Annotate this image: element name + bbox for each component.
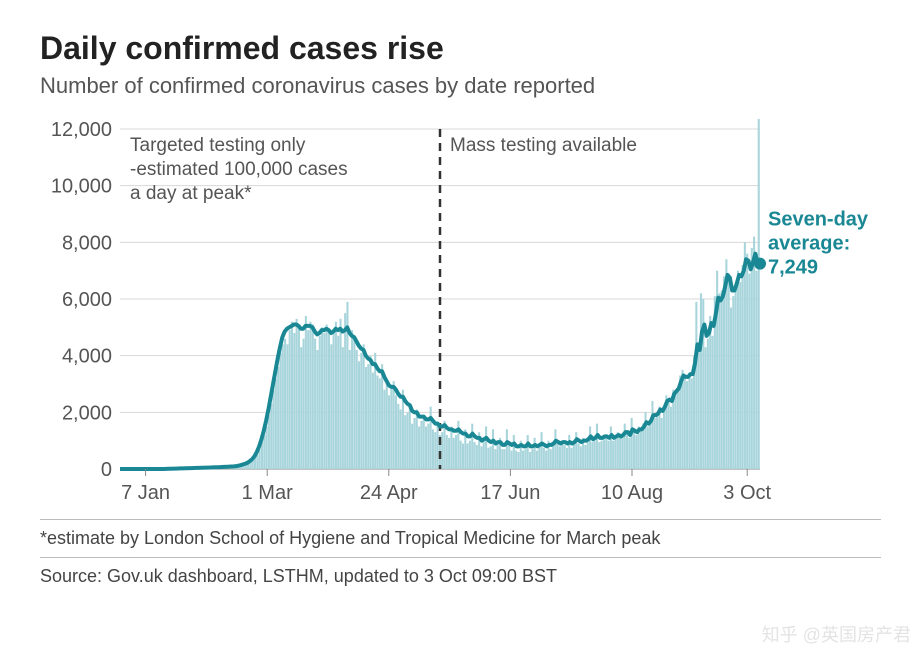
svg-text:Seven-day: Seven-day <box>768 209 869 231</box>
chart-title: Daily confirmed cases rise <box>40 30 881 67</box>
svg-text:-estimated 100,000 cases: -estimated 100,000 cases <box>130 159 348 180</box>
svg-text:average:: average: <box>768 233 850 255</box>
chart-svg: 0 2,000 4,000 6,000 8,000 10,000 12,000 7 Jan 1 … <box>40 119 870 519</box>
svg-text:Mass testing available: Mass testing available <box>450 135 637 156</box>
svg-text:6,000: 6,000 <box>62 289 112 311</box>
svg-text:Targeted testing only: Targeted testing only <box>130 135 306 156</box>
svg-text:1 Mar: 1 Mar <box>242 482 293 504</box>
svg-text:2,000: 2,000 <box>62 402 112 424</box>
watermark: 知乎 @英国房产君 <box>762 621 911 647</box>
svg-text:12,000: 12,000 <box>51 119 112 141</box>
svg-text:10 Aug: 10 Aug <box>601 482 663 504</box>
footnote: *estimate by London School of Hygiene an… <box>40 519 881 557</box>
svg-text:4,000: 4,000 <box>62 346 112 368</box>
svg-text:0: 0 <box>101 459 112 481</box>
svg-text:7 Jan: 7 Jan <box>121 482 170 504</box>
svg-text:a day at peak*: a day at peak* <box>130 183 252 204</box>
chart-container: Daily confirmed cases rise Number of con… <box>0 0 921 605</box>
source-line: Source: Gov.uk dashboard, LSTHM, updated… <box>40 557 881 595</box>
svg-text:17 Jun: 17 Jun <box>480 482 540 504</box>
svg-text:7,249: 7,249 <box>768 257 818 279</box>
svg-text:24 Apr: 24 Apr <box>360 482 418 504</box>
plot-area: 0 2,000 4,000 6,000 8,000 10,000 12,000 7 Jan 1 … <box>40 119 870 519</box>
svg-text:3 Oct: 3 Oct <box>723 482 771 504</box>
svg-text:10,000: 10,000 <box>51 176 112 198</box>
chart-subtitle: Number of confirmed coronavirus cases by… <box>40 73 881 99</box>
svg-text:8,000: 8,000 <box>62 232 112 254</box>
